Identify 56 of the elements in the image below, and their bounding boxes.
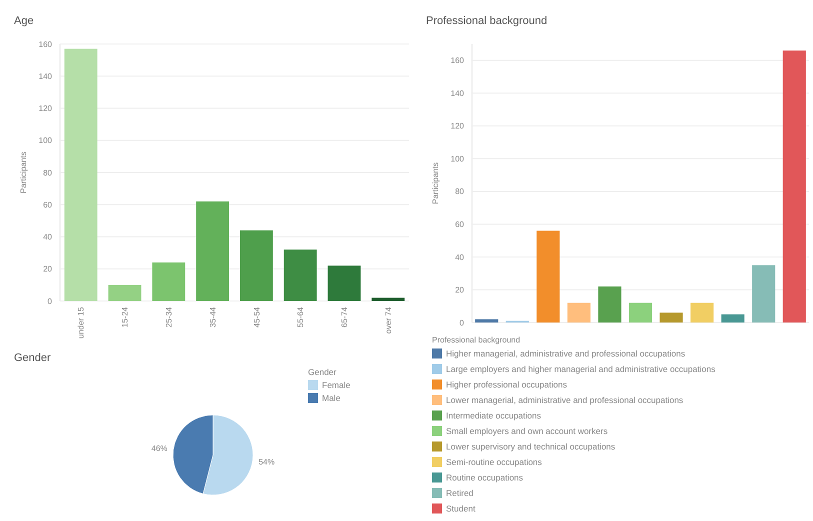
y-axis-title: Participants — [19, 152, 28, 194]
y-tick-label: 0 — [460, 318, 465, 328]
legend-label: Semi-routine occupations — [446, 456, 542, 467]
legend-label: Student — [446, 503, 476, 514]
x-tick-label: 15-24 — [120, 306, 130, 328]
legend-label: Large employers and higher managerial and administrative occupations — [446, 364, 716, 374]
x-tick-label: 45-54 — [252, 306, 262, 328]
legend-label: Female — [322, 380, 351, 390]
bar — [152, 262, 186, 301]
y-tick-label: 40 — [43, 232, 53, 242]
y-tick-label: 100 — [38, 136, 53, 146]
y-tick-label: 120 — [450, 122, 465, 131]
legend-label: Small employers and own account workers — [446, 426, 608, 436]
legend-label: Lower managerial, administrative and professional occupations — [446, 394, 684, 405]
x-tick-label: over 74 — [384, 306, 393, 334]
legend-label: Intermediate occupations — [446, 410, 541, 420]
y-tick-label: 20 — [43, 264, 53, 274]
bar — [240, 230, 273, 301]
bar — [372, 298, 405, 301]
y-tick-label: 140 — [450, 88, 465, 98]
y-tick-label: 60 — [455, 220, 465, 230]
x-tick-label: 55-64 — [296, 306, 306, 328]
bar — [196, 201, 230, 301]
x-tick-label: 35-44 — [208, 306, 218, 328]
legend-title: Gender — [308, 367, 337, 377]
x-tick-label: under 15 — [76, 306, 86, 339]
y-tick-label: 160 — [38, 40, 53, 49]
y-tick-label: 120 — [38, 104, 53, 114]
y-tick-label: 160 — [450, 56, 465, 66]
x-tick-label: 25-34 — [164, 306, 174, 328]
legend-label: Male — [322, 392, 341, 403]
y-axis-title: Participants — [431, 162, 440, 204]
chart-title: Age — [14, 15, 34, 27]
y-tick-label: 40 — [455, 252, 465, 262]
y-tick-label: 80 — [455, 187, 465, 196]
text: Gender — [14, 352, 52, 364]
y-tick-label: 140 — [38, 72, 53, 81]
bar — [108, 284, 142, 301]
y-tick-label: 100 — [450, 154, 465, 164]
legend-label: Routine occupations — [446, 472, 524, 482]
bar — [284, 250, 317, 301]
data-label: 46% — [151, 444, 168, 454]
bar — [328, 266, 361, 301]
legend-label: Higher professional occupations — [446, 379, 567, 390]
bar — [64, 48, 98, 301]
y-tick-label: 20 — [455, 286, 465, 295]
y-tick-label: 0 — [48, 296, 53, 306]
data-label: 54% — [258, 458, 275, 467]
y-tick-label: 60 — [43, 200, 53, 210]
x-tick-label: 65-74 — [340, 306, 350, 328]
y-tick-label: 80 — [43, 168, 53, 178]
legend-label: Lower supervisory and technical occupations — [446, 441, 616, 452]
chart-title: Professional background — [426, 15, 548, 27]
legend-title: Professional background — [432, 336, 520, 344]
legend-label: Higher managerial, administrative and professional occupations — [446, 348, 686, 358]
legend-label: Retired — [446, 488, 474, 498]
